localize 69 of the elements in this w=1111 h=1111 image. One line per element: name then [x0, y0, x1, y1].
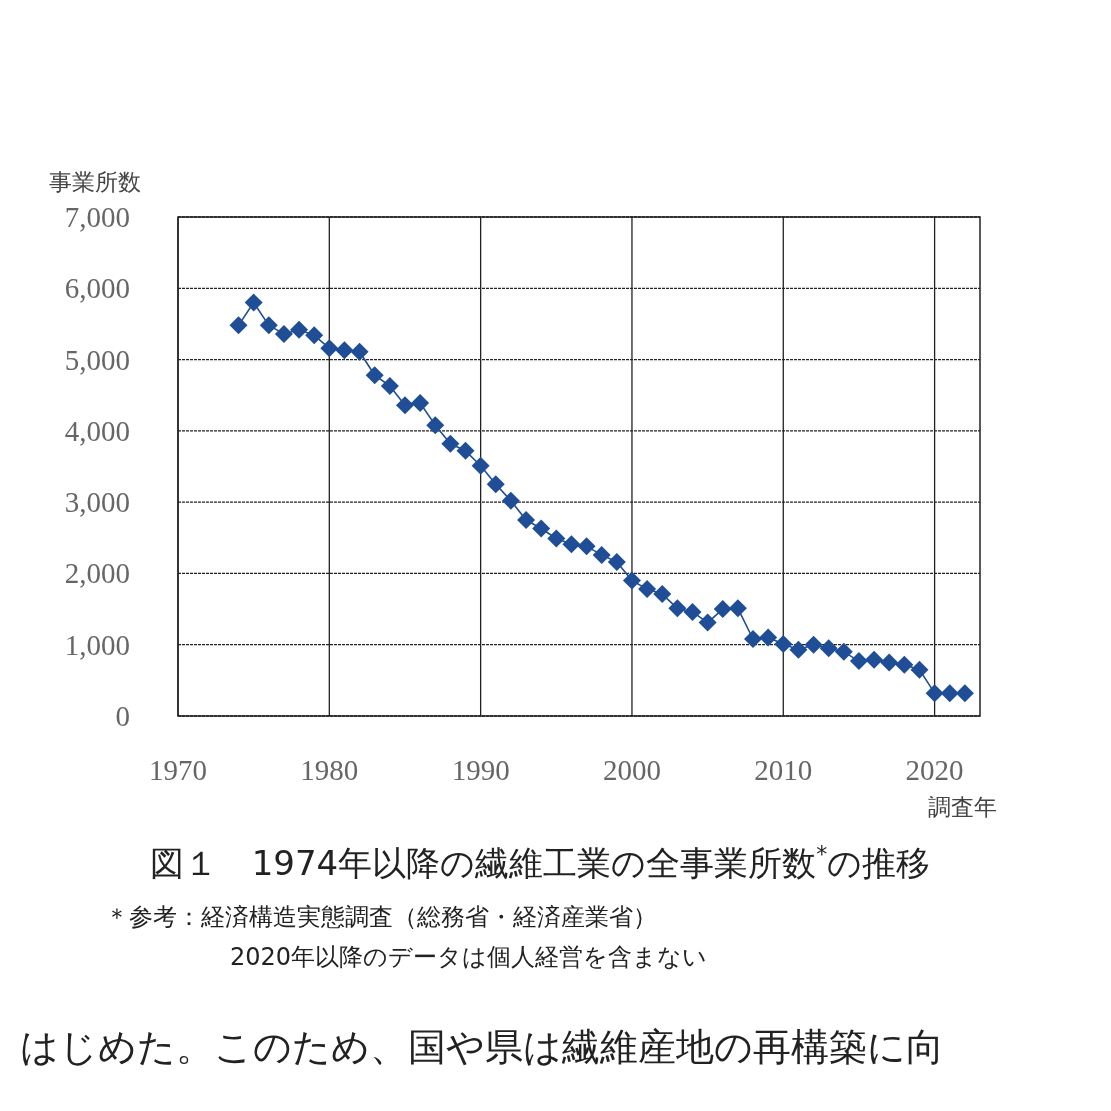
point: [259, 316, 278, 335]
point: [789, 640, 808, 659]
point: [668, 599, 687, 618]
x-axis-title: 調査年: [927, 794, 997, 820]
point: [501, 491, 520, 510]
y-tick-label: 2,000: [64, 557, 130, 590]
x-tick-label: 2010: [754, 754, 813, 786]
point: [290, 320, 309, 339]
point: [577, 537, 596, 556]
point: [728, 599, 747, 618]
point: [865, 650, 884, 669]
point: [744, 630, 763, 649]
point: [940, 684, 959, 703]
x-tick-label: 1990: [451, 754, 510, 786]
point: [925, 684, 944, 703]
x-tick-label: 2020: [905, 754, 964, 786]
point: [910, 660, 929, 679]
point: [638, 580, 657, 599]
text: 2020年以降のデータは個人経営を含まない: [230, 943, 708, 971]
point: [320, 339, 339, 358]
point: [774, 635, 793, 653]
point: [547, 529, 566, 548]
point: [880, 653, 899, 672]
point: [819, 639, 838, 658]
point: [486, 475, 505, 494]
point: [683, 602, 702, 621]
point: [895, 655, 914, 674]
point: [456, 441, 475, 460]
y-tick-label: 1,000: [64, 628, 130, 661]
text: はじめた。このため、国や県は繊維産地の再構築に向: [20, 1025, 944, 1069]
y-tick-label: 3,000: [64, 486, 130, 519]
x-tick-label: 1980: [300, 754, 359, 786]
point: [622, 571, 641, 590]
point: [592, 545, 611, 564]
y-axis-title: 事業所数: [49, 169, 141, 195]
point: [274, 324, 293, 343]
point: [471, 456, 490, 475]
y-tick-label: 5,000: [64, 343, 130, 376]
point: [713, 600, 732, 619]
point: [532, 519, 551, 538]
point: [804, 635, 823, 654]
point: [759, 628, 778, 647]
y-tick-label: 7,000: [64, 201, 130, 233]
point: [305, 326, 324, 345]
text: 図１ 1974年以降の繊維工業の全事業所数$^{*}$の推移: [149, 841, 931, 883]
point: [229, 316, 248, 335]
point: [365, 366, 384, 385]
point: [244, 293, 263, 312]
point: [562, 535, 581, 554]
point: [426, 416, 445, 435]
point: [607, 553, 626, 572]
point: [395, 396, 414, 415]
point: [335, 341, 354, 360]
point: [441, 434, 460, 453]
point: [653, 585, 672, 604]
text: ＊参考：経済構造実態調査（総務省・経済産業省）: [105, 903, 657, 931]
point: [517, 510, 536, 529]
x-tick-label: 2000: [602, 754, 661, 786]
x-tick-label: 1970: [149, 754, 207, 786]
point: [411, 394, 430, 413]
point: [955, 684, 974, 703]
y-tick-label: 0: [115, 700, 130, 732]
point: [350, 342, 369, 361]
point: [698, 613, 717, 632]
point: [849, 652, 868, 671]
point: [834, 642, 853, 661]
y-tick-label: 6,000: [64, 272, 130, 305]
point: [380, 376, 399, 395]
y-tick-label: 4,000: [64, 414, 130, 447]
